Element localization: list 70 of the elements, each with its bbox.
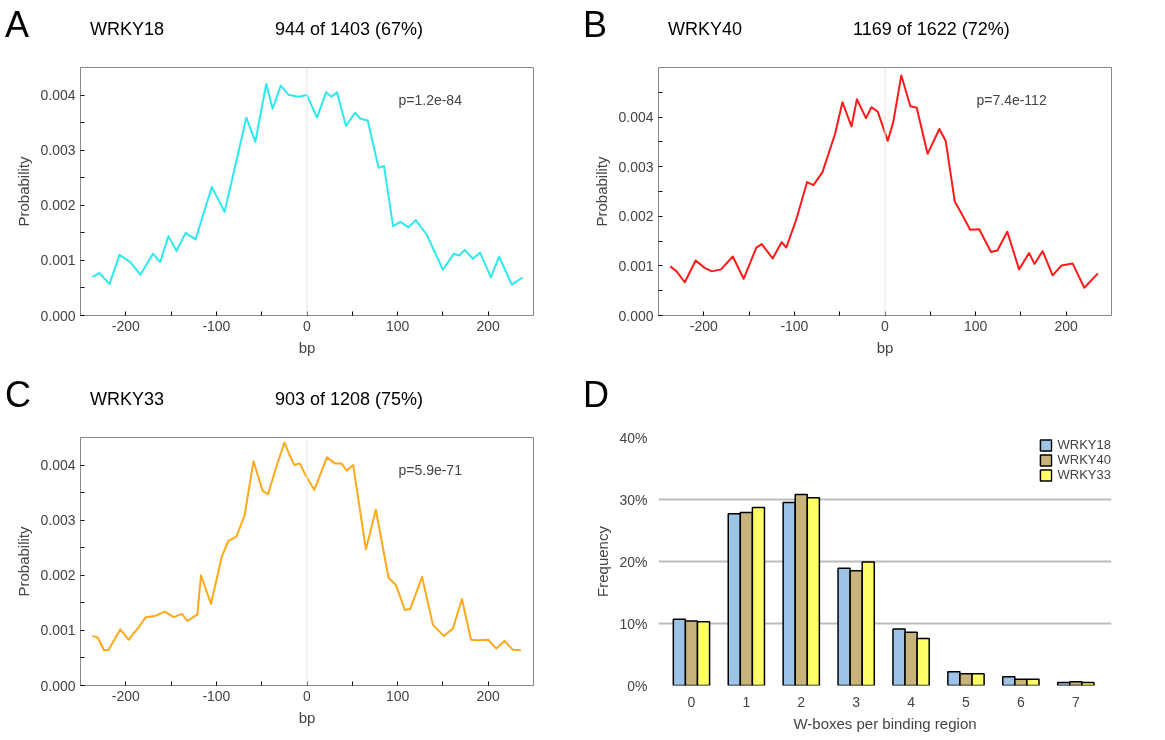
x-tick-label: 1 — [742, 693, 751, 710]
y-axis-title: Probability — [15, 525, 33, 597]
annotation: p=5.9e-71 — [398, 461, 463, 478]
y-tick-label: 0.003 — [618, 158, 654, 175]
x-tick-label: -100 — [202, 687, 231, 704]
y-axis-title: Frequency — [594, 525, 612, 597]
y-tick-label: 30% — [619, 491, 648, 508]
y-axis-title: Probability — [593, 155, 611, 227]
chart-subtitle: 903 of 1208 (75%) — [275, 388, 424, 411]
chart-subtitle: 1169 of 1622 (72%) — [853, 18, 1010, 41]
y-tick-label: 0.001 — [40, 622, 76, 639]
y-tick-label: 10% — [619, 615, 648, 632]
y-tick-label: 0% — [627, 677, 648, 694]
x-tick-label: 7 — [1071, 693, 1080, 710]
x-tick-label: 0 — [881, 317, 890, 334]
annotation: p=7.4e-112 — [976, 91, 1047, 108]
x-axis-title: bp — [876, 338, 894, 356]
line-series — [91, 441, 522, 652]
x-axis-title: bp — [298, 708, 316, 726]
y-tick-label: 0.002 — [618, 208, 654, 225]
line-series — [91, 83, 524, 286]
text: C — [5, 374, 31, 415]
y-tick-label: 20% — [619, 553, 648, 570]
y-tick-label: 0.003 — [40, 142, 76, 159]
y-axis-title: Probability — [15, 155, 33, 227]
x-tick-label: 3 — [852, 693, 861, 710]
x-tick-label: 4 — [907, 693, 916, 710]
legend-label: WRKY33 — [1057, 467, 1111, 482]
x-tick-label: 0 — [303, 687, 312, 704]
y-tick-label: 0.002 — [40, 197, 76, 214]
x-tick-label: -200 — [111, 317, 141, 334]
x-tick-label: 100 — [385, 317, 410, 334]
x-tick-label: 200 — [476, 317, 501, 334]
y-tick-label: 0.001 — [40, 252, 76, 269]
x-tick-label: 100 — [385, 687, 410, 704]
x-tick-label: 100 — [963, 317, 988, 334]
y-tick-label: 0.003 — [40, 512, 76, 529]
x-tick-label: 2 — [797, 693, 806, 710]
y-tick-label: 0.002 — [40, 567, 76, 584]
y-tick-label: 0.004 — [40, 87, 76, 104]
legend-label: WRKY18 — [1057, 437, 1111, 452]
chart-title: WRKY18 — [90, 18, 165, 41]
x-axis-title: bp — [298, 338, 316, 356]
x-tick-label: -100 — [780, 317, 809, 334]
y-tick-label: 0.004 — [618, 109, 654, 126]
x-axis-title: W-boxes per binding region — [793, 714, 977, 732]
x-tick-label: 200 — [1054, 317, 1079, 334]
y-tick-label: 0.000 — [40, 307, 76, 324]
x-tick-label: -100 — [202, 317, 231, 334]
line-series — [669, 74, 1099, 289]
x-tick-label: 0 — [303, 317, 312, 334]
y-tick-label: 40% — [619, 429, 648, 446]
text: D — [583, 374, 609, 415]
chart-title: WRKY40 — [668, 18, 743, 41]
y-tick-label: 0.000 — [618, 307, 654, 324]
x-tick-label: -200 — [689, 317, 719, 334]
y-tick-label: 0.004 — [40, 457, 76, 474]
y-tick-label: 0.001 — [618, 257, 654, 274]
x-tick-label: 200 — [476, 687, 501, 704]
x-tick-label: 5 — [962, 693, 971, 710]
chart-subtitle: 944 of 1403 (67%) — [275, 18, 424, 41]
chart-title: WRKY33 — [90, 388, 165, 411]
text: A — [5, 4, 30, 45]
x-tick-label: -200 — [111, 687, 141, 704]
y-tick-label: 0.000 — [40, 677, 76, 694]
x-tick-label: 0 — [687, 693, 696, 710]
x-tick-label: 6 — [1017, 693, 1026, 710]
annotation: p=1.2e-84 — [398, 91, 463, 108]
text: B — [583, 4, 608, 45]
legend-label: WRKY40 — [1057, 452, 1111, 467]
